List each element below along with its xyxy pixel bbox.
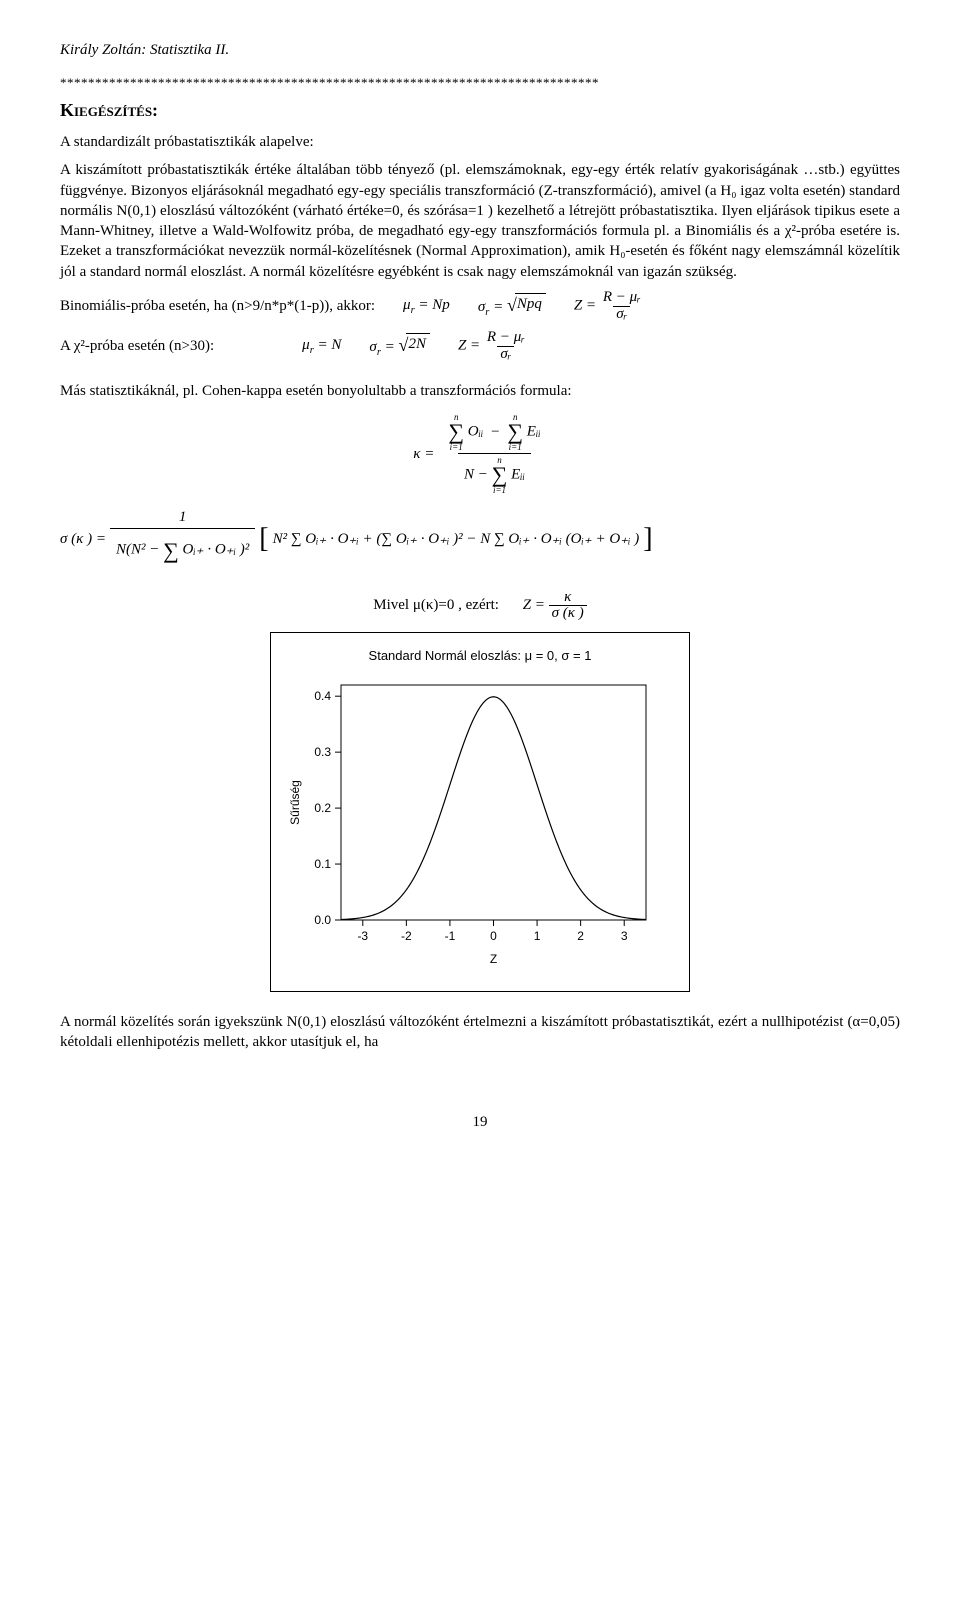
binomial-mu: μr = Np xyxy=(403,295,450,318)
kappa-lhs: κ = xyxy=(413,444,434,464)
z-den: σᵣ xyxy=(613,306,630,323)
svg-text:0: 0 xyxy=(490,929,497,943)
closing-text: A normál közelítés során igyekszünk N(0,… xyxy=(60,1012,900,1053)
sigma-radicand: 2N xyxy=(406,333,430,357)
den-part-b: Oᵢ₊ · O₊ᵢ )² xyxy=(183,542,250,558)
sigma-sub: r xyxy=(377,347,381,358)
z-label: Z = xyxy=(523,597,545,613)
z-num: R − μᵣ xyxy=(484,330,528,346)
mu-eq: = Np xyxy=(418,297,449,313)
left-bracket: [ xyxy=(259,528,268,550)
sum-body: Eᵢᵢ xyxy=(527,424,541,440)
chisq-z: Z = R − μᵣ σᵣ xyxy=(458,330,528,363)
right-bracket: ] xyxy=(643,528,652,550)
mivel-lead: Mivel μ(κ)=0 , ezért: xyxy=(373,597,499,613)
chisq-mu: μr = N xyxy=(302,335,341,358)
sigma-symbol: σ xyxy=(369,339,376,355)
z-den: σ (κ ) xyxy=(549,605,587,622)
svg-text:1: 1 xyxy=(534,929,541,943)
den-lead: N − xyxy=(464,467,488,483)
chisq-lead: A χ²-próba esetén (n>30): xyxy=(60,336,214,356)
mivel-formula: Mivel μ(κ)=0 , ezért: Z = κ σ (κ ) xyxy=(60,590,900,623)
z-num: κ xyxy=(561,590,574,606)
intro-body: A kiszámított próbastatisztikák értéke á… xyxy=(60,160,900,282)
z-label: Z = xyxy=(458,338,480,354)
mu-symbol: μ xyxy=(403,297,411,313)
mu-eq: = N xyxy=(318,337,342,353)
mu-sub: r xyxy=(411,305,415,316)
chisq-formula-row: A χ²-próba esetén (n>30): μr = N σr = 2N… xyxy=(60,330,900,363)
title-mu: μ xyxy=(525,648,533,663)
sigma-kappa-formula: σ (κ ) = 1 N(N² − ∑ Oᵢ₊ · O₊ᵢ )² [ N² ∑ … xyxy=(60,506,900,571)
binomial-sigma: σr = Npq xyxy=(478,293,546,320)
intro-line: A standardizált próbastatisztikák alapel… xyxy=(60,132,900,152)
running-header: Király Zoltán: Statisztika II. xyxy=(60,40,900,60)
title-c: = 0, xyxy=(532,648,561,663)
svg-text:-3: -3 xyxy=(357,929,368,943)
svg-text:3: 3 xyxy=(621,929,628,943)
sum-lower: i=1 xyxy=(450,443,463,451)
sigmakappa-body: N² ∑ Oᵢ₊ · O₊ᵢ + (∑ Oᵢ₊ · O₊ᵢ )² − N ∑ O… xyxy=(273,529,640,549)
other-stats-lead: Más statisztikáknál, pl. Cohen-kappa ese… xyxy=(60,381,900,401)
z-den: σᵣ xyxy=(497,346,514,363)
svg-text:Z: Z xyxy=(490,952,497,966)
page-number: 19 xyxy=(60,1112,900,1132)
binomial-z: Z = R − μᵣ σᵣ xyxy=(574,290,644,323)
binomial-formula-row: Binomiális-próba esetén, ha (n>9/n*p*(1-… xyxy=(60,290,900,323)
normal-distribution-chart: Standard Normál eloszlás: μ = 0, σ = 1 -… xyxy=(270,632,690,992)
sum-body: Oᵢᵢ xyxy=(468,424,484,440)
svg-text:0.0: 0.0 xyxy=(314,913,331,927)
chart-svg: -3 -2 -1 0 1 2 3 0.0 0.1 0.2 0.3 0.4 Z Sűrűség xyxy=(281,675,661,975)
svg-text:-2: -2 xyxy=(401,929,412,943)
svg-text:2: 2 xyxy=(577,929,584,943)
sigmakappa-lhs: σ (κ ) = xyxy=(60,529,106,549)
section-title: Kiegészítés: xyxy=(60,98,900,122)
title-e: = 1 xyxy=(569,648,591,663)
sum-lower: i=1 xyxy=(493,486,506,494)
svg-text:0.1: 0.1 xyxy=(314,857,331,871)
sum-body: Eᵢᵢ xyxy=(511,467,525,483)
sigma-radicand: Npq xyxy=(515,293,546,317)
z-label: Z = xyxy=(574,298,596,314)
z-num: R − μᵣ xyxy=(600,290,644,306)
sigmakappa-num: 1 xyxy=(173,506,193,528)
mu-sub: r xyxy=(310,345,314,356)
title-a: Standard Normál eloszlás: xyxy=(369,648,525,663)
kappa-formula: κ = n∑i=1 Oᵢᵢ − n∑i=1 Eᵢᵢ N − n∑i=1 Eᵢᵢ xyxy=(60,411,900,496)
sum-lower: i=1 xyxy=(509,443,522,451)
svg-text:0.2: 0.2 xyxy=(314,801,331,815)
chisq-sigma: σr = 2N xyxy=(369,333,430,360)
binomial-lead: Binomiális-próba esetén, ha (n>9/n*p*(1-… xyxy=(60,296,375,316)
svg-text:-1: -1 xyxy=(445,929,456,943)
svg-text:Sűrűség: Sűrűség xyxy=(288,780,302,825)
minus: − xyxy=(491,424,499,440)
den-part-a: N(N² − xyxy=(116,542,159,558)
sigma-sub: r xyxy=(485,307,489,318)
separator-stars: ****************************************… xyxy=(60,74,900,92)
svg-text:0.3: 0.3 xyxy=(314,745,331,759)
svg-text:0.4: 0.4 xyxy=(314,689,331,703)
mu-symbol: μ xyxy=(302,337,310,353)
chart-title: Standard Normál eloszlás: μ = 0, σ = 1 xyxy=(281,647,679,665)
